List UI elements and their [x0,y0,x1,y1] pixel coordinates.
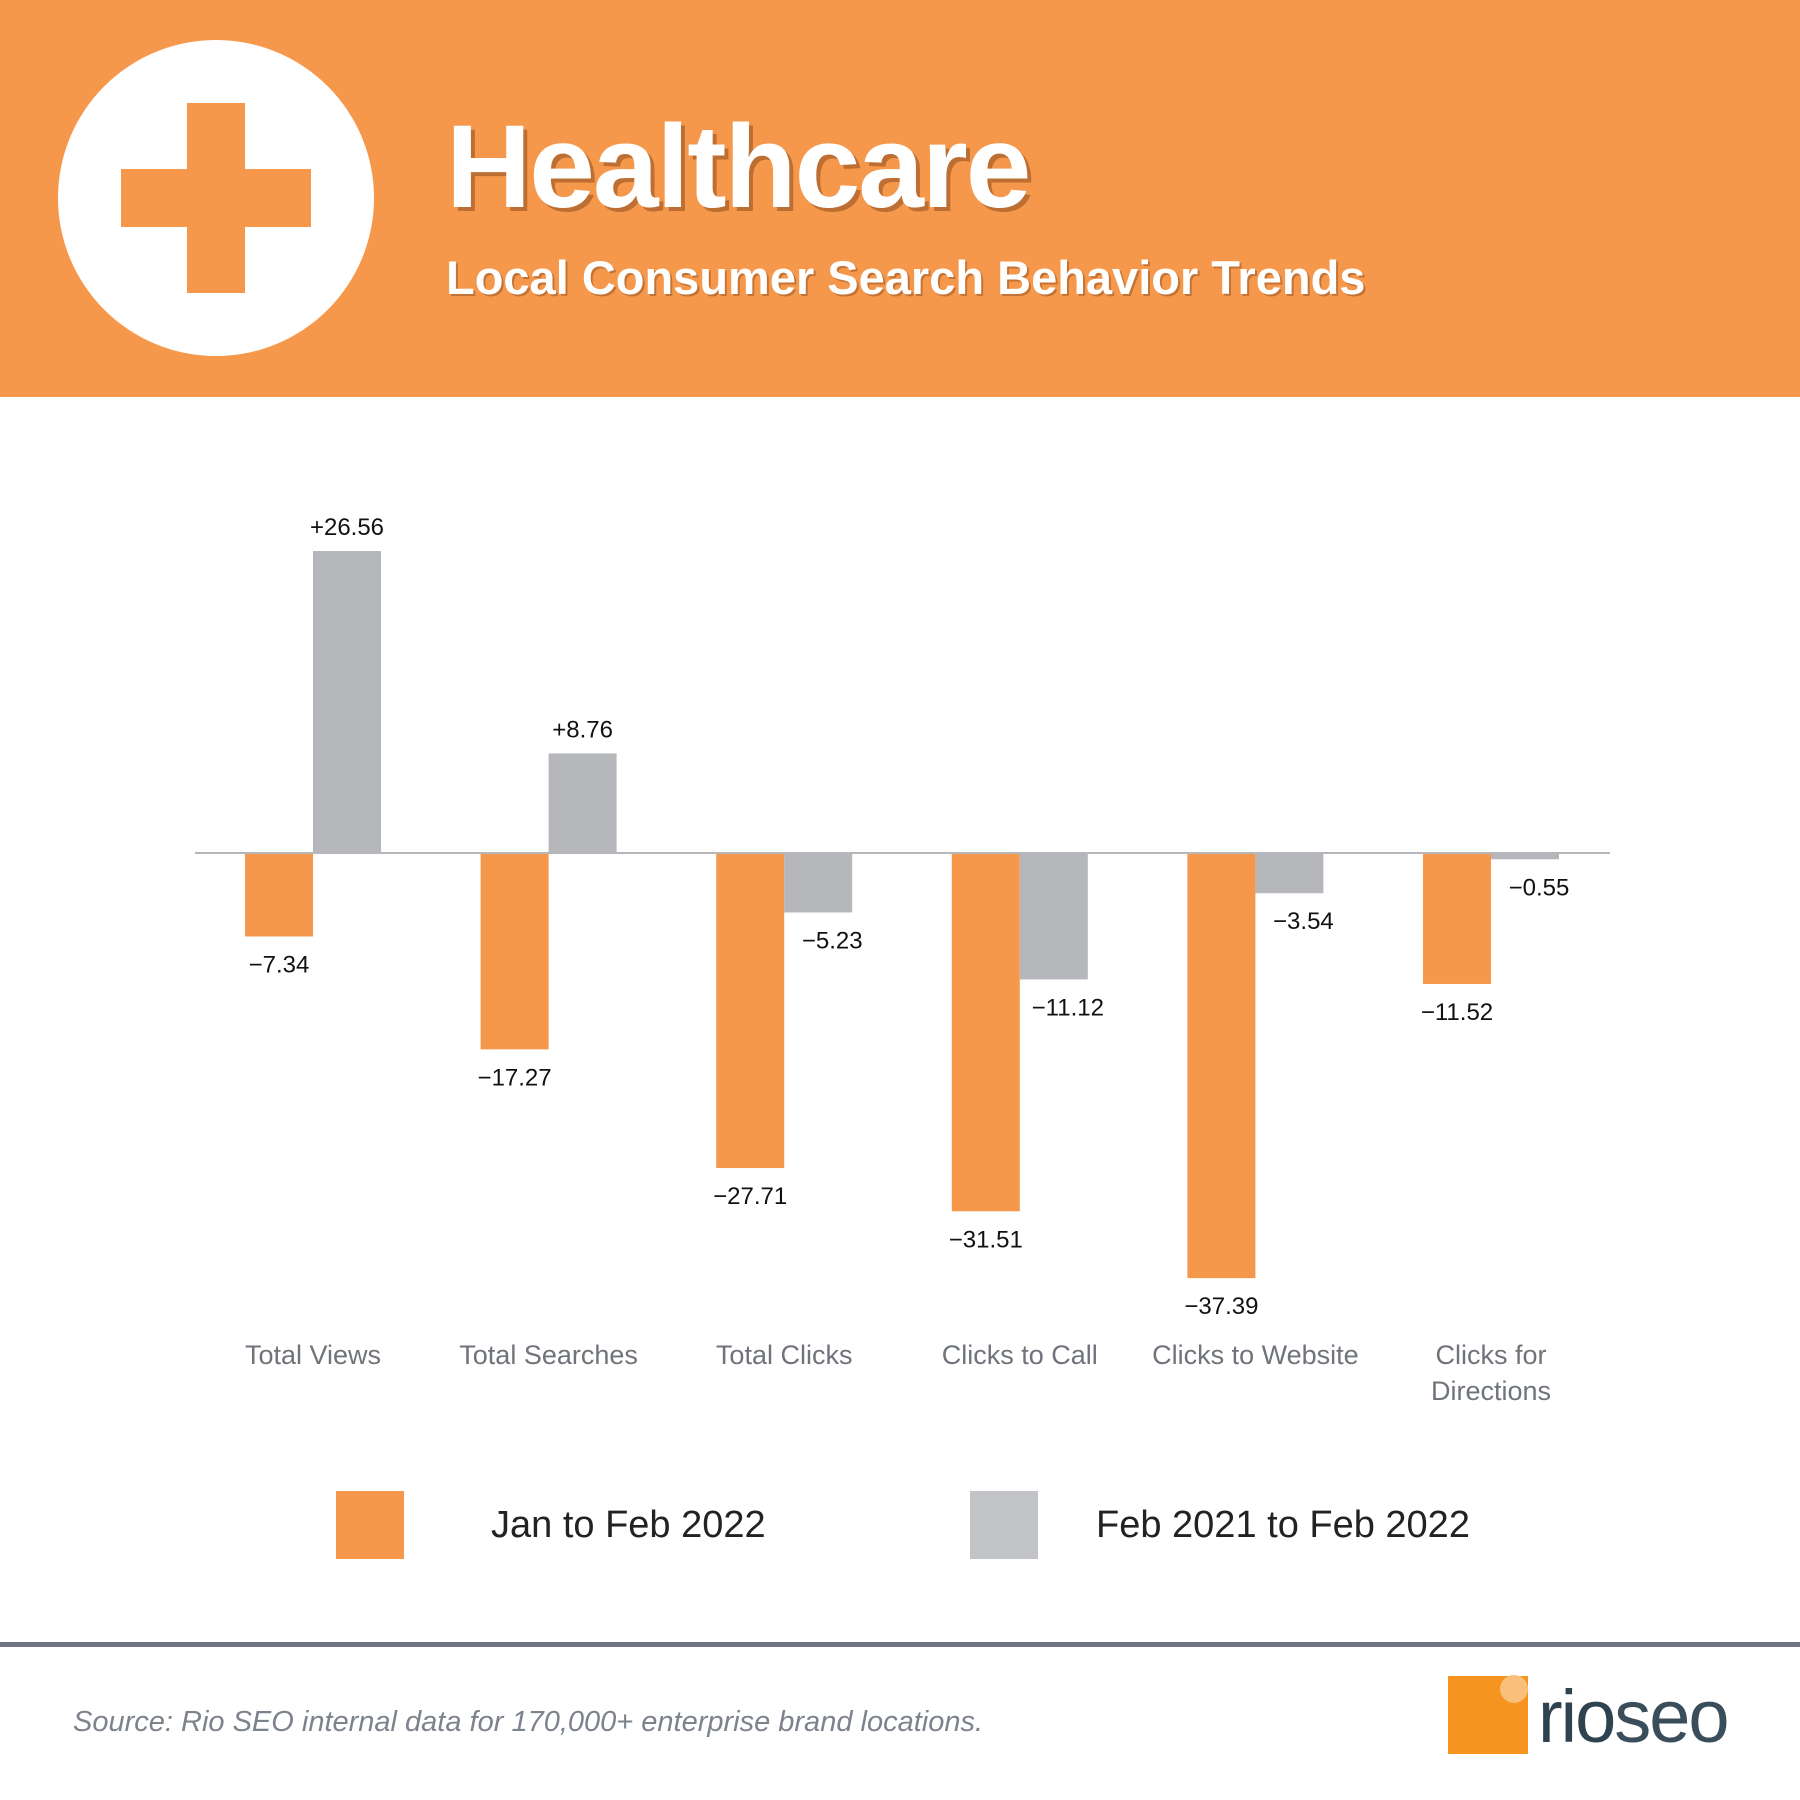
logo-seo-text: seo [1614,1675,1729,1758]
bar-total-views-series-1 [245,853,313,937]
page-subtitle: Local Consumer Search Behavior Trends [446,251,1366,304]
category-label-total-views: Total Views [245,1340,381,1370]
category-label-clicks-for-directions-line-1: Clicks for [1435,1340,1546,1370]
bar-clicks-to-call-series-1 [951,853,1020,1212]
bar-clicks-for-directions-series-1 [1423,853,1491,984]
data-label-clicks-to-call-series-1: −31.51 [949,1226,1023,1253]
data-label-clicks-for-directions-series-2: −0.55 [1509,874,1570,901]
data-label-total-searches-series-2: +8.76 [552,716,613,743]
data-label-total-views-series-1: −7.34 [249,951,310,978]
category-label-clicks-for-directions-line-2: Directions [1431,1376,1551,1406]
legend-label-feb-feb: Feb 2021 to Feb 2022 [1096,1504,1470,1546]
logo-rio-text: rio [1538,1675,1616,1758]
category-label-total-searches: Total Searches [459,1340,638,1370]
bar-total-searches-series-1 [480,853,549,1050]
bar-total-clicks-series-1 [716,853,785,1169]
data-label-total-searches-series-1: −17.27 [478,1064,552,1091]
category-label-clicks-to-website: Clicks to Website [1152,1340,1359,1370]
rioseo-logo-dot [1500,1675,1528,1703]
data-label-clicks-to-website-series-2: −3.54 [1273,908,1334,935]
data-label-total-clicks-series-2: −5.23 [802,927,863,954]
data-label-clicks-to-call-series-2: −11.12 [1032,994,1104,1021]
legend-label-jan-feb: Jan to Feb 2022 [491,1504,766,1546]
data-label-total-clicks-series-1: −27.71 [713,1183,787,1210]
category-label-clicks-to-call: Clicks to Call [942,1340,1098,1370]
footer-divider [0,1642,1800,1647]
category-label-total-clicks: Total Clicks [716,1340,853,1370]
page-title: Healthcare [446,101,1031,233]
bar-clicks-for-directions-series-2 [1491,853,1559,860]
data-label-clicks-for-directions-series-1: −11.52 [1421,999,1493,1026]
bar-total-views-series-2 [313,551,381,853]
rioseo-logo: rioseo [1538,1680,1730,1754]
bar-clicks-to-call-series-2 [1019,853,1088,980]
bar-total-clicks-series-2 [784,853,853,913]
bar-chart: −7.34 +26.56 Total Views −17.27 +8.76 Total S… [195,514,1610,1406]
source-note: Source: Rio SEO internal data for 170,00… [73,1706,984,1738]
plus-icon [58,40,374,356]
bar-total-searches-series-2 [548,753,617,853]
data-label-total-views-series-2: +26.56 [310,514,384,541]
header-banner: Healthcare Local Consumer Search Behavio… [0,0,1800,397]
legend-swatch-feb-feb [970,1491,1038,1559]
bar-clicks-to-website-series-2 [1255,853,1324,894]
data-label-clicks-to-website-series-1: −37.39 [1184,1293,1258,1320]
bar-clicks-to-website-series-1 [1187,853,1256,1279]
legend-swatch-jan-feb [336,1491,404,1559]
